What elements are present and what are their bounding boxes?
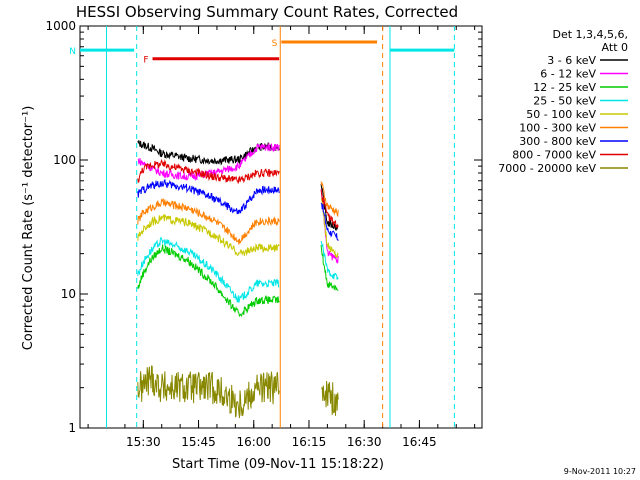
y-tick-label: 100 [53, 153, 76, 167]
x-tick-label: 15:30 [126, 435, 161, 449]
x-tick-label: 16:30 [347, 435, 382, 449]
series-line [137, 213, 280, 256]
legend-entry-label: 12 - 25 keV [533, 81, 596, 94]
x-axis-label: Start Time (09-Nov-11 15:18:22) [172, 457, 384, 472]
series-line [320, 240, 339, 280]
series-line [137, 178, 280, 215]
flag-label: F [143, 56, 148, 66]
x-tick-label: 16:00 [236, 435, 271, 449]
series-line [137, 236, 280, 303]
date-stamp: 9-Nov-2011 10:27 [564, 467, 636, 476]
legend-entry-label: 50 - 100 keV [526, 108, 596, 121]
flag-label: N [69, 47, 76, 57]
legend-entry-label: 7000 - 20000 keV [498, 162, 596, 175]
series-line [137, 365, 280, 419]
series-line [320, 189, 339, 229]
series-line [320, 202, 339, 242]
legend-entry-label: 25 - 50 keV [533, 95, 596, 108]
x-tick-label: 16:45 [402, 435, 437, 449]
y-tick-label: 1 [68, 421, 76, 435]
plot-area: 1 10 100 1000 15:30 15:45 16:00 16:15 16:30 16:45… [45, 19, 483, 449]
series-line [320, 181, 339, 217]
series-line [137, 158, 280, 184]
x-tick-label: 16:15 [292, 435, 327, 449]
legend-entry-label: 800 - 7000 keV [512, 149, 596, 162]
legend-header: Att 0 [602, 41, 628, 54]
legend-entry-label: 3 - 6 keV [547, 54, 596, 67]
y-tick-label: 10 [61, 287, 76, 301]
flag-label: S [272, 39, 278, 49]
series-line [137, 198, 280, 245]
chart-title: HESSI Observing Summary Count Rates, Cor… [76, 3, 458, 21]
series-line [320, 244, 339, 292]
legend-entry-label: 6 - 12 keV [540, 68, 596, 81]
series-line [320, 380, 339, 416]
legend-entry-label: 300 - 800 keV [519, 135, 596, 148]
legend-entry-label: 100 - 300 keV [519, 122, 596, 135]
y-axis-label: Corrected Count Rate (s⁻¹ detector⁻¹) [21, 106, 36, 351]
plot-frame [79, 25, 483, 429]
y-tick-label: 1000 [45, 19, 76, 33]
series-line [137, 244, 280, 318]
legend-header: Det 1,3,4,5,6, [552, 28, 628, 41]
x-tick-label: 15:45 [181, 435, 216, 449]
